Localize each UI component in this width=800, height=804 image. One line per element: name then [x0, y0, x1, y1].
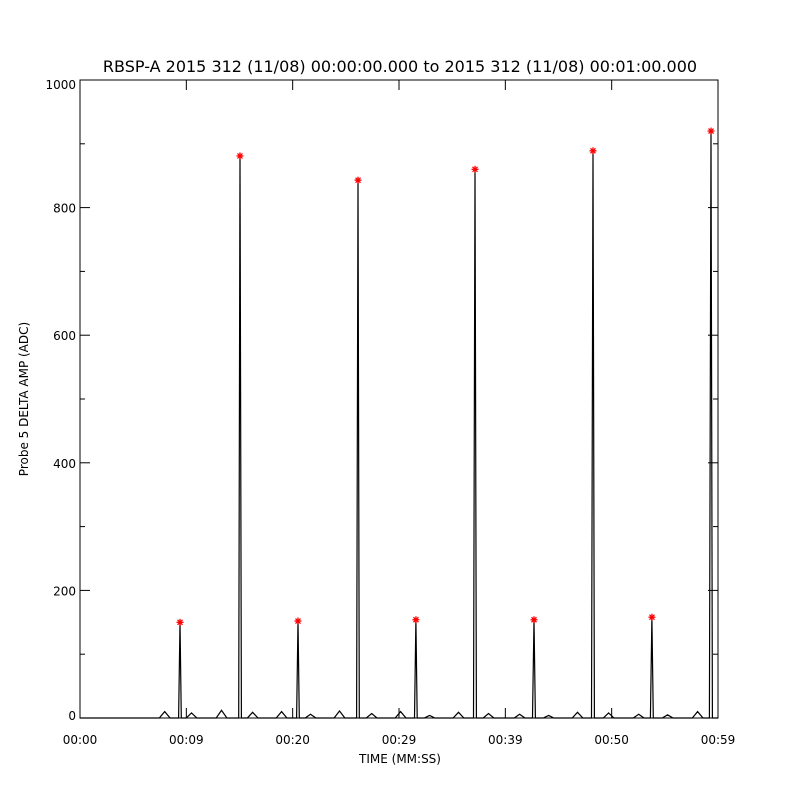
x-tick-label: 00:09 [169, 733, 204, 747]
y-tick-label: 400 [53, 457, 76, 471]
peak-marker [236, 152, 244, 160]
x-tick-label: 00:00 [63, 733, 98, 747]
x-axis-label: TIME (MM:SS) [358, 752, 441, 766]
peak-marker [412, 616, 420, 624]
y-tick-label: 800 [53, 202, 76, 216]
peak-marker [530, 616, 538, 624]
plot-frame [79, 79, 719, 719]
x-tick-label: 00:20 [275, 733, 310, 747]
y-tick-label: 1000 [45, 78, 76, 92]
peak-marker [354, 176, 362, 184]
peak-marker [589, 147, 597, 155]
peak-marker [707, 127, 715, 135]
y-tick-label: 0 [68, 709, 76, 723]
chart-title: RBSP-A 2015 312 (11/08) 00:00:00.000 to … [103, 57, 697, 76]
series-line [80, 130, 718, 719]
peak-marker [471, 165, 479, 173]
y-tick-label: 200 [53, 584, 76, 598]
y-tick-label: 600 [53, 329, 76, 343]
x-tick-label: 00:29 [382, 733, 417, 747]
peak-marker [176, 618, 184, 626]
y-axis-label: Probe 5 DELTA AMP (ADC) [17, 322, 31, 476]
peak-marker [294, 617, 302, 625]
x-tick-label: 00:39 [488, 733, 523, 747]
peak-marker [648, 613, 656, 621]
x-tick-label: 00:59 [701, 733, 736, 747]
x-tick-label: 00:50 [594, 733, 629, 747]
